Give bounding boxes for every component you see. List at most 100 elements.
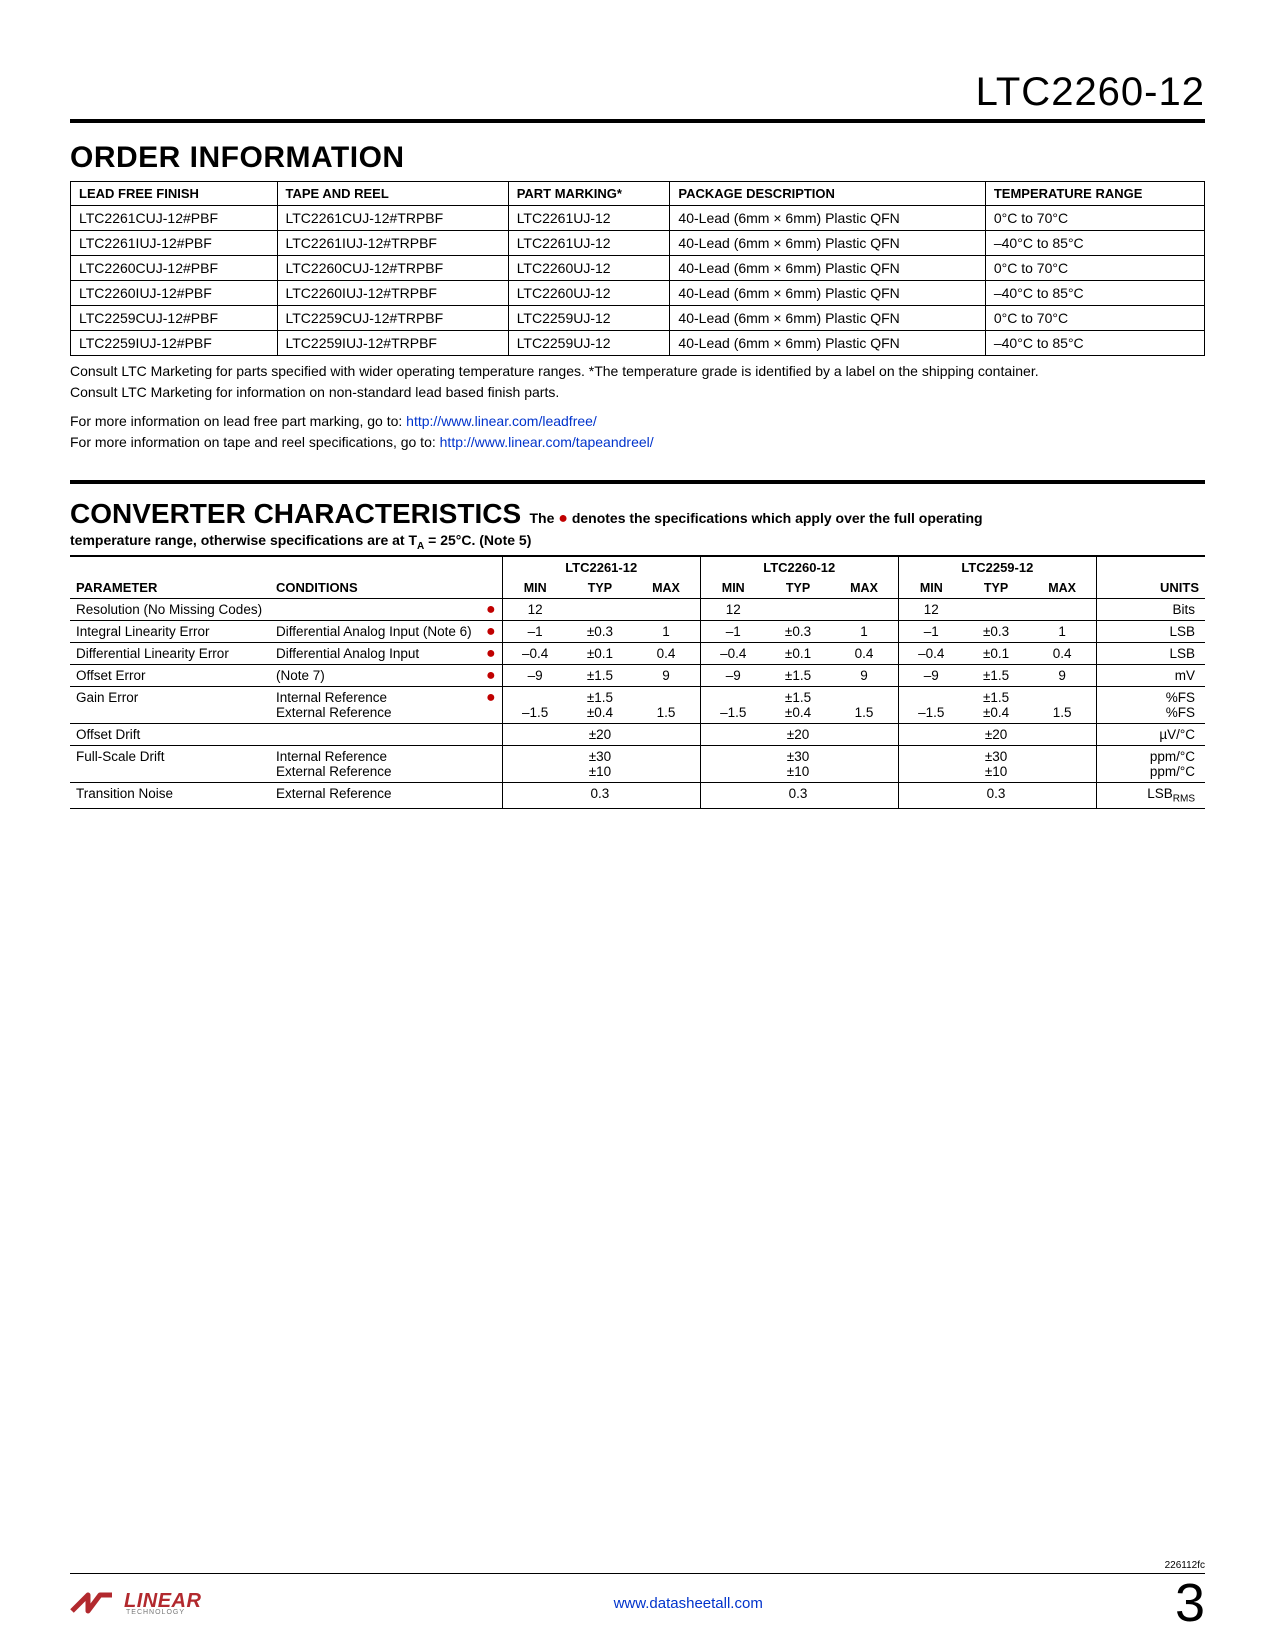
- table-cell: LTC2259UJ-12: [508, 306, 670, 331]
- table-cell: LTC2259CUJ-12#TRPBF: [277, 306, 508, 331]
- table-row: LTC2259CUJ-12#PBFLTC2259CUJ-12#TRPBFLTC2…: [71, 306, 1205, 331]
- value-cell: [1028, 724, 1096, 746]
- units-cell: LSB: [1096, 621, 1205, 643]
- table-row: Offset Drift±20±20±20µV/°C: [70, 724, 1205, 746]
- value-cell: [632, 599, 700, 621]
- table-cell: LTC2261IUJ-12#TRPBF: [277, 231, 508, 256]
- table-cell: 0°C to 70°C: [985, 206, 1204, 231]
- cond-cell: (Note 7): [270, 665, 480, 687]
- col-units: UNITS: [1096, 556, 1205, 599]
- value-cell: ±30±10: [766, 746, 831, 783]
- value-cell: 1.5: [632, 687, 700, 724]
- table-cell: LTC2259UJ-12: [508, 331, 670, 356]
- table-cell: 40-Lead (6mm × 6mm) Plastic QFN: [670, 281, 985, 306]
- table-cell: 40-Lead (6mm × 6mm) Plastic QFN: [670, 231, 985, 256]
- value-cell: [964, 599, 1029, 621]
- value-cell: [766, 599, 831, 621]
- col-conditions: CONDITIONS: [270, 556, 480, 599]
- value-cell: –1.5: [502, 687, 568, 724]
- value-cell: –1.5: [700, 687, 766, 724]
- value-cell: 0.4: [632, 643, 700, 665]
- param-cell: Differential Linearity Error: [70, 643, 270, 665]
- value-cell: ±0.3: [568, 621, 633, 643]
- table-cell: 40-Lead (6mm × 6mm) Plastic QFN: [670, 306, 985, 331]
- dot-cell: [480, 746, 502, 783]
- value-cell: ±0.1: [568, 643, 633, 665]
- col-typ-3: TYP: [964, 578, 1029, 599]
- value-cell: [700, 724, 766, 746]
- table-cell: –40°C to 85°C: [985, 331, 1204, 356]
- cond-cell: External Reference: [270, 783, 480, 809]
- page-footer: 226112fc LINEAR TECHNOLOGY www.datasheet…: [70, 1560, 1205, 1630]
- logo-mark-icon: [70, 1589, 118, 1617]
- converter-sub1: The ● denotes the specifications which a…: [526, 510, 983, 526]
- value-cell: –1: [700, 621, 766, 643]
- value-cell: [502, 746, 568, 783]
- table-row: Resolution (No Missing Codes)●121212Bits: [70, 599, 1205, 621]
- table-cell: 0°C to 70°C: [985, 256, 1204, 281]
- note-1: Consult LTC Marketing for parts specifie…: [70, 362, 1205, 381]
- col-typ-2: TYP: [766, 578, 831, 599]
- value-cell: ±0.3: [766, 621, 831, 643]
- table-cell: 40-Lead (6mm × 6mm) Plastic QFN: [670, 206, 985, 231]
- units-cell: Bits: [1096, 599, 1205, 621]
- datasheet-url-link[interactable]: www.datasheetall.com: [614, 1595, 763, 1612]
- value-cell: [632, 783, 700, 809]
- value-cell: [632, 746, 700, 783]
- value-cell: –9: [898, 665, 964, 687]
- col-part-marking: PART MARKING*: [508, 182, 670, 206]
- value-cell: [502, 783, 568, 809]
- units-cell: µV/°C: [1096, 724, 1205, 746]
- value-cell: 9: [830, 665, 898, 687]
- table-row: LTC2261CUJ-12#PBFLTC2261CUJ-12#TRPBFLTC2…: [71, 206, 1205, 231]
- value-cell: 1.5: [1028, 687, 1096, 724]
- converter-heading-row: CONVERTER CHARACTERISTICS The ● denotes …: [70, 498, 1205, 530]
- tapeandreel-link[interactable]: http://www.linear.com/tapeandreel/: [440, 434, 654, 450]
- cond-cell: Internal ReferenceExternal Reference: [270, 687, 480, 724]
- part-number-header: LTC2260-12: [70, 70, 1205, 123]
- bullet-icon: ●: [558, 510, 568, 527]
- table-cell: 40-Lead (6mm × 6mm) Plastic QFN: [670, 331, 985, 356]
- group-2259: LTC2259-12: [898, 556, 1096, 578]
- param-cell: Offset Error: [70, 665, 270, 687]
- param-cell: Transition Noise: [70, 783, 270, 809]
- table-cell: LTC2260UJ-12: [508, 281, 670, 306]
- table-row: Integral Linearity ErrorDifferential Ana…: [70, 621, 1205, 643]
- param-cell: Gain Error: [70, 687, 270, 724]
- value-cell: [700, 746, 766, 783]
- note-4: For more information on tape and reel sp…: [70, 433, 1205, 452]
- value-cell: 1: [632, 621, 700, 643]
- value-cell: [898, 746, 964, 783]
- col-max-2: MAX: [830, 578, 898, 599]
- value-cell: –0.4: [502, 643, 568, 665]
- table-cell: 0°C to 70°C: [985, 306, 1204, 331]
- value-cell: ±1.5±0.4: [964, 687, 1029, 724]
- value-cell: ±0.3: [964, 621, 1029, 643]
- bullet-icon: ●: [486, 689, 496, 706]
- col-temp-range: TEMPERATURE RANGE: [985, 182, 1204, 206]
- value-cell: [830, 724, 898, 746]
- value-cell: [830, 746, 898, 783]
- value-cell: [830, 599, 898, 621]
- note-3: For more information on lead free part m…: [70, 412, 1205, 431]
- value-cell: ±1.5±0.4: [568, 687, 633, 724]
- value-cell: –1: [502, 621, 568, 643]
- table-cell: LTC2260IUJ-12#TRPBF: [277, 281, 508, 306]
- order-info-heading: ORDER INFORMATION: [70, 141, 1205, 175]
- value-cell: ±0.1: [964, 643, 1029, 665]
- linear-logo: LINEAR TECHNOLOGY: [70, 1589, 201, 1617]
- order-info-table: LEAD FREE FINISH TAPE AND REEL PART MARK…: [70, 181, 1205, 356]
- value-cell: 0.4: [830, 643, 898, 665]
- value-cell: 12: [700, 599, 766, 621]
- col-min-1: MIN: [502, 578, 568, 599]
- cond-cell: [270, 724, 480, 746]
- value-cell: [898, 783, 964, 809]
- converter-sub2: temperature range, otherwise specificati…: [70, 532, 1205, 552]
- col-min-3: MIN: [898, 578, 964, 599]
- leadfree-link[interactable]: http://www.linear.com/leadfree/: [406, 413, 597, 429]
- cond-cell: Differential Analog Input: [270, 643, 480, 665]
- cond-cell: [270, 599, 480, 621]
- value-cell: [632, 724, 700, 746]
- table-row: Full-Scale DriftInternal ReferenceExtern…: [70, 746, 1205, 783]
- table-cell: LTC2259IUJ-12#PBF: [71, 331, 278, 356]
